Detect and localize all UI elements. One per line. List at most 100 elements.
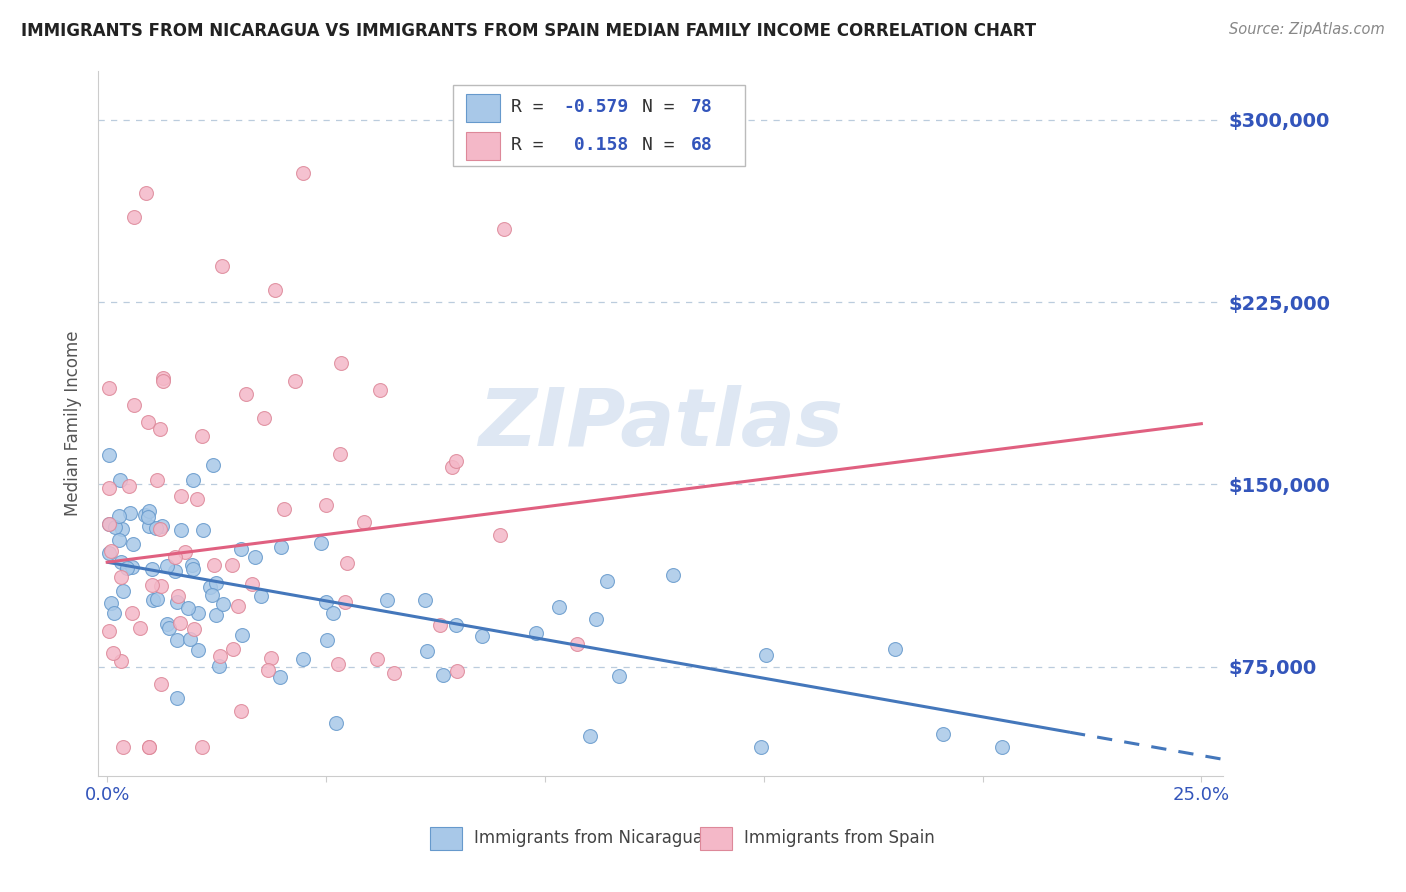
Point xyxy=(181,562,204,576)
Point xyxy=(353,515,375,529)
Point xyxy=(179,632,201,646)
Point xyxy=(661,568,683,582)
Text: Immigrants from Spain: Immigrants from Spain xyxy=(744,829,935,847)
Point xyxy=(115,560,138,574)
Point xyxy=(609,668,631,682)
Point xyxy=(329,448,352,462)
Point xyxy=(170,523,193,537)
Point xyxy=(325,716,347,731)
Bar xyxy=(700,828,731,850)
Point xyxy=(108,533,131,547)
Point xyxy=(112,583,135,598)
Point xyxy=(166,632,188,647)
Point xyxy=(122,536,145,550)
Point xyxy=(167,589,190,603)
Point xyxy=(291,166,314,180)
Point xyxy=(141,561,163,575)
Point xyxy=(181,473,204,487)
Point xyxy=(120,506,142,520)
Point xyxy=(136,510,159,524)
Point xyxy=(150,519,173,533)
Text: 0.158: 0.158 xyxy=(562,136,628,154)
Point xyxy=(335,595,357,609)
Point xyxy=(932,727,955,741)
Point xyxy=(100,543,122,558)
Point xyxy=(471,629,494,643)
Point xyxy=(98,381,121,395)
Point xyxy=(193,523,215,537)
Point xyxy=(98,624,121,638)
Text: 78: 78 xyxy=(692,98,713,116)
Point xyxy=(103,519,125,533)
Point xyxy=(122,210,145,224)
Point xyxy=(205,607,228,622)
Point xyxy=(260,651,283,665)
Point xyxy=(169,615,191,630)
Point xyxy=(146,592,169,607)
Point xyxy=(269,670,291,684)
Point xyxy=(330,356,353,370)
Point xyxy=(110,555,132,569)
Point xyxy=(136,416,159,430)
Point xyxy=(202,558,225,572)
Point xyxy=(200,589,222,603)
Text: N =: N = xyxy=(641,136,685,154)
Text: 68: 68 xyxy=(692,136,713,154)
Point xyxy=(138,739,160,754)
Point xyxy=(187,642,209,657)
FancyBboxPatch shape xyxy=(453,86,745,167)
Point xyxy=(382,665,405,680)
Point xyxy=(488,528,510,542)
Point xyxy=(187,606,209,620)
Point xyxy=(150,677,173,691)
Point xyxy=(134,508,156,522)
Point xyxy=(110,570,132,584)
Point xyxy=(524,625,547,640)
Text: Immigrants from Nicaragua: Immigrants from Nicaragua xyxy=(474,829,703,847)
Point xyxy=(884,642,907,657)
Point xyxy=(444,618,467,632)
Point xyxy=(145,521,167,535)
Point xyxy=(98,516,121,531)
Point xyxy=(141,578,163,592)
Point xyxy=(145,473,167,487)
Point xyxy=(121,560,143,574)
Point xyxy=(253,411,276,425)
Point xyxy=(231,628,253,642)
Point xyxy=(98,481,121,495)
Point xyxy=(240,577,263,591)
Point xyxy=(596,574,619,589)
Point xyxy=(163,565,186,579)
Point xyxy=(257,663,280,677)
Point xyxy=(432,668,454,682)
Point xyxy=(336,556,359,570)
Text: Source: ZipAtlas.com: Source: ZipAtlas.com xyxy=(1229,22,1385,37)
Point xyxy=(291,652,314,666)
Point xyxy=(121,606,143,620)
Point xyxy=(142,593,165,607)
Point xyxy=(328,657,350,671)
Point xyxy=(180,558,202,573)
Point xyxy=(416,644,439,658)
Point xyxy=(166,690,188,705)
Point xyxy=(315,633,337,648)
Text: ZIPatlas: ZIPatlas xyxy=(478,384,844,463)
Point xyxy=(191,429,214,443)
Point xyxy=(108,508,131,523)
Y-axis label: Median Family Income: Median Family Income xyxy=(65,331,83,516)
Point xyxy=(108,473,131,487)
Point xyxy=(122,398,145,412)
Point xyxy=(585,612,607,626)
Point xyxy=(208,658,231,673)
Point xyxy=(366,652,388,666)
Point xyxy=(191,739,214,754)
Point xyxy=(177,601,200,615)
Point xyxy=(273,502,295,516)
Point xyxy=(165,550,187,565)
Point xyxy=(270,540,292,554)
Point xyxy=(222,642,245,657)
Point xyxy=(565,637,588,651)
Text: R =: R = xyxy=(512,136,555,154)
Point xyxy=(231,541,253,556)
Point xyxy=(368,384,391,398)
